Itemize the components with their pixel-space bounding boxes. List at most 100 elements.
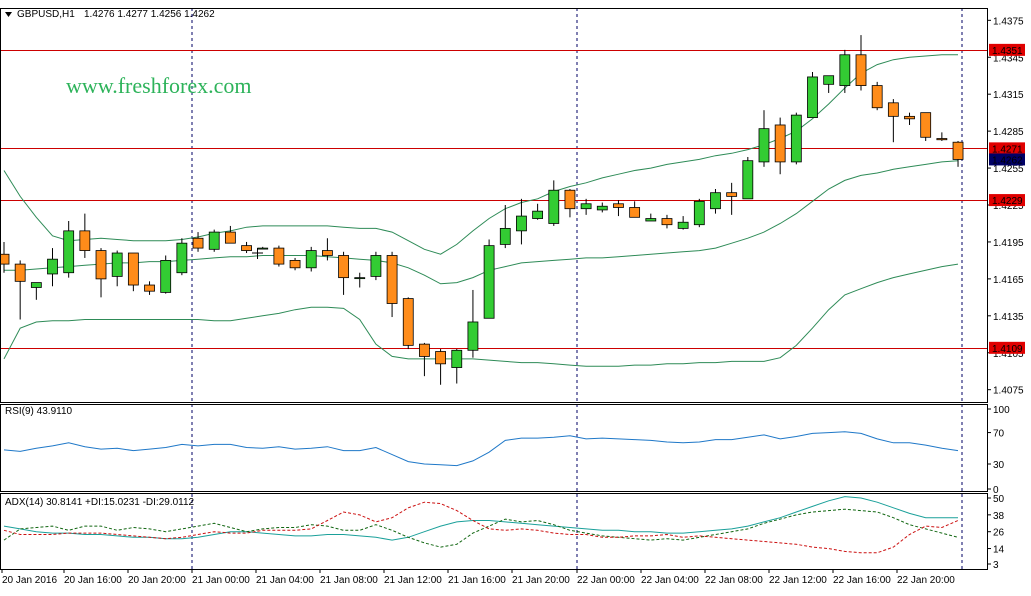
level-price-box: [989, 341, 1025, 354]
candle: [402, 297, 414, 350]
pane-frame: [0, 493, 988, 570]
level-price-label: 1.4229: [992, 196, 1023, 207]
candle-body: [871, 85, 883, 109]
candle: [208, 229, 220, 252]
adx-line: [3, 496, 958, 541]
candle-body: [338, 255, 349, 279]
candle-body: [710, 192, 721, 210]
candle: [14, 260, 26, 320]
x-tick-label: 21 Jan 16:00: [448, 575, 506, 586]
chart-header: GBPUSD,H1 1.4276 1.4277 1.4256 1.4262: [5, 9, 215, 20]
candle: [30, 282, 42, 300]
candle-body: [645, 218, 657, 222]
candle-body: [257, 247, 269, 250]
y-tick-label: 1.4195: [993, 238, 1024, 249]
candle: [451, 349, 463, 384]
candle-body: [742, 160, 754, 200]
candle: [0, 241, 10, 273]
candle-body: [273, 247, 285, 265]
x-tick-label: 20 Jan 2016: [2, 575, 57, 586]
x-tick-label: 21 Jan 20:00: [512, 575, 570, 586]
candle: [435, 349, 446, 385]
current-price-label: 1.4262: [992, 155, 1023, 166]
candle-body: [354, 277, 366, 280]
y-tick-label: 1.4315: [993, 90, 1024, 101]
candle-body: [224, 231, 236, 244]
candle-body: [855, 54, 867, 86]
candle-body: [192, 237, 204, 249]
candle: [871, 81, 883, 111]
candle-body: [386, 255, 398, 304]
y-tick-label: 1.4375: [993, 16, 1024, 27]
candle: [516, 198, 527, 245]
x-tick-label: 21 Jan 04:00: [256, 575, 314, 586]
rsi-y-tick-label: 100: [993, 405, 1010, 416]
candle-body: [95, 250, 107, 280]
candle-body: [564, 189, 576, 210]
watermark-text: www.freshforex.com: [66, 73, 252, 98]
candle: [192, 232, 204, 252]
candle: [742, 156, 754, 200]
level-price-label: 1.4271: [992, 144, 1023, 155]
x-tick-label: 20 Jan 20:00: [128, 575, 186, 586]
candle: [839, 49, 851, 93]
y-tick-label: 1.4345: [993, 53, 1024, 64]
candle-body: [0, 253, 10, 265]
y-tick-label: 1.4285: [993, 127, 1024, 138]
candle: [289, 257, 301, 271]
candle: [596, 202, 608, 213]
candle: [564, 188, 576, 218]
candle-body: [241, 245, 252, 251]
rsi-y-tick-label: 70: [993, 429, 1005, 440]
candle-body: [693, 200, 705, 226]
candle: [63, 221, 75, 278]
candle-body: [661, 218, 673, 226]
adx-y-tick-label: 38: [993, 511, 1005, 522]
candle: [160, 255, 172, 294]
candle-body: [807, 76, 818, 118]
candle-body: [79, 230, 91, 251]
rsi-y-tick-label: 30: [993, 460, 1005, 471]
x-tick-label: 21 Jan 00:00: [192, 575, 250, 586]
candle: [370, 251, 382, 281]
candle-body: [758, 128, 770, 163]
candle-body: [952, 141, 964, 160]
adx-y-tick-label: 26: [993, 528, 1005, 539]
rsi-line: [3, 431, 959, 467]
candle: [176, 238, 188, 276]
candle-body: [289, 260, 301, 269]
x-tick-label: 22 Jan 16:00: [833, 575, 891, 586]
candle-body: [596, 205, 608, 211]
candle: [273, 245, 285, 267]
candle: [580, 198, 592, 215]
candle: [677, 216, 689, 230]
candle-body: [419, 343, 430, 357]
current-price-box: [989, 153, 1025, 166]
candle: [144, 281, 155, 295]
ohlc-values: 1.4276 1.4277 1.4256 1.4262: [84, 9, 215, 20]
y-tick-label: 1.4075: [993, 386, 1024, 397]
candle-body: [30, 282, 42, 288]
candle-body: [580, 203, 592, 210]
candle: [710, 188, 721, 214]
candle-body: [467, 321, 479, 351]
candle: [613, 200, 624, 217]
dropdown-triangle-icon[interactable]: [5, 12, 12, 17]
x-tick-label: 22 Jan 20:00: [897, 575, 955, 586]
candle-body: [726, 192, 738, 197]
plus-di-line: [3, 508, 959, 548]
candle: [693, 198, 705, 228]
candle: [354, 272, 366, 288]
x-tick-label: 22 Jan 04:00: [641, 575, 699, 586]
candle: [321, 238, 333, 261]
candle-body: [839, 54, 851, 86]
candle: [499, 205, 511, 249]
candle: [338, 251, 349, 295]
candle: [855, 35, 867, 91]
candle: [936, 132, 948, 141]
candle: [661, 214, 673, 229]
candle-body: [790, 114, 802, 163]
y-tick-label: 1.4135: [993, 312, 1024, 323]
